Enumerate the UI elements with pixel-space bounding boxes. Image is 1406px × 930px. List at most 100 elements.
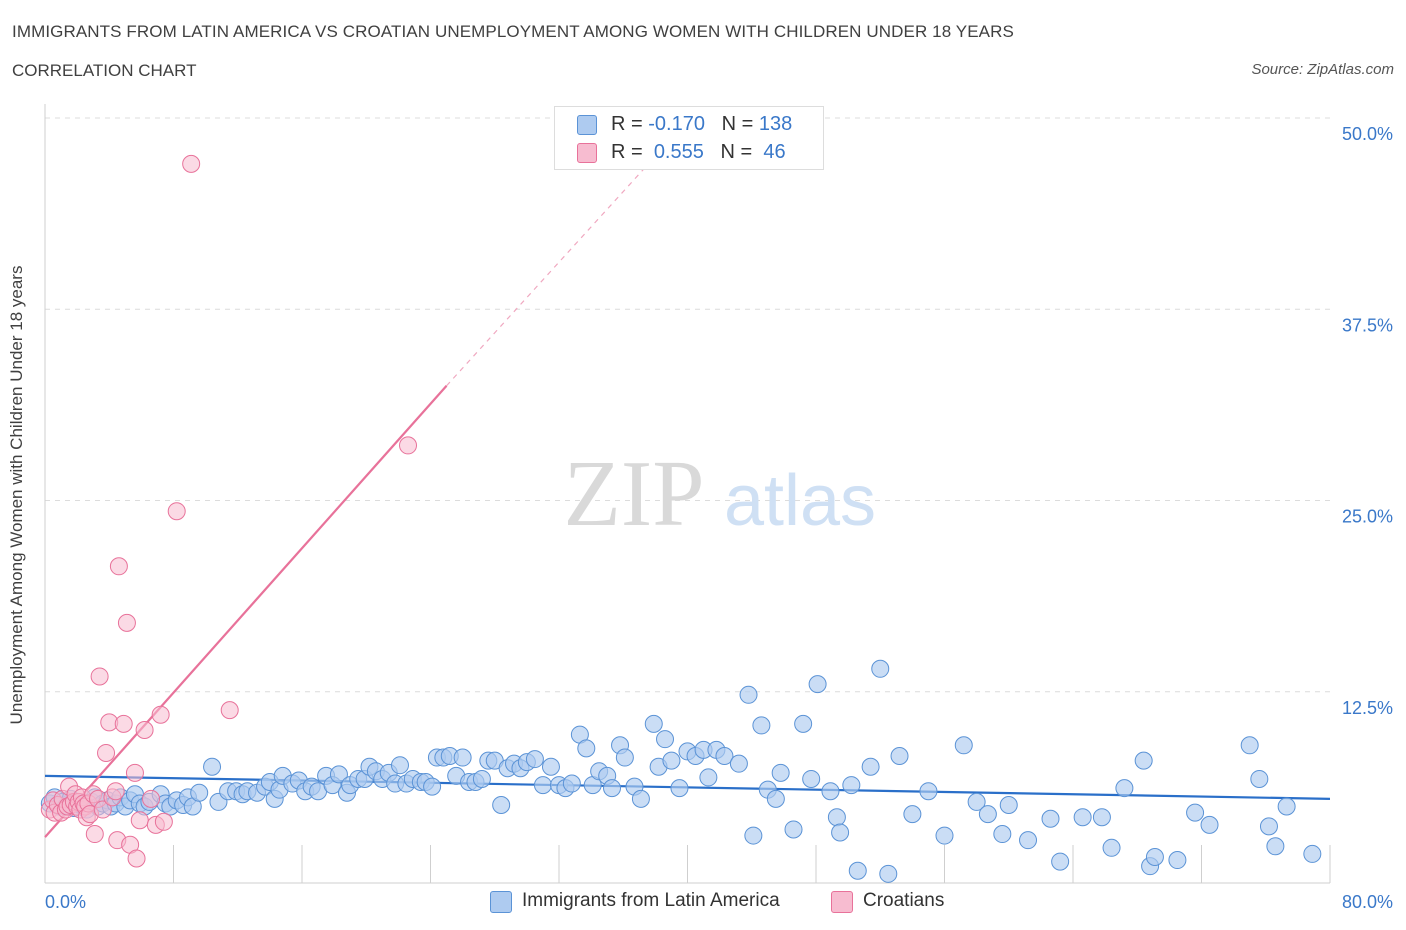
point-latin-america-86 [541, 757, 560, 776]
point-croatians-35 [125, 763, 144, 782]
point-latin-america-111 [729, 754, 748, 773]
point-latin-america-141 [1051, 852, 1070, 871]
point-latin-america-85 [533, 776, 552, 795]
trend-line-croatians-extension [446, 155, 656, 387]
tick-labels: 12.5% 25.0% 37.5% 50.0% 0.0% 80.0% [45, 124, 1393, 912]
chart-title: IMMIGRANTS FROM LATIN AMERICA VS CROATIA… [12, 22, 1014, 41]
point-croatians-38 [135, 721, 154, 739]
point-latin-america-137 [993, 825, 1012, 844]
point-latin-america-117 [771, 763, 790, 782]
point-croatians-43 [167, 502, 186, 521]
point-croatians-46 [399, 436, 418, 455]
point-latin-america-156 [1277, 797, 1296, 816]
point-latin-america-123 [827, 808, 846, 827]
point-latin-america-138 [999, 795, 1018, 814]
trend-line-croatians [44, 385, 448, 838]
point-latin-america-139 [1019, 831, 1038, 850]
point-croatians-26 [97, 743, 116, 762]
point-latin-america-103 [662, 751, 681, 770]
series-latin-america [40, 659, 1322, 883]
point-croatians-31 [109, 557, 128, 576]
point-croatians-37 [130, 811, 149, 830]
point-latin-america-73 [453, 748, 472, 767]
legend-n-label: N = [721, 113, 754, 135]
point-latin-america-118 [784, 820, 803, 839]
point-latin-america-146 [1134, 751, 1153, 770]
point-latin-america-76 [472, 769, 491, 788]
bottom-legend-swatch-pink [831, 891, 853, 913]
point-latin-america-135 [967, 792, 986, 811]
point-latin-america-104 [670, 779, 689, 798]
watermark: ZIP atlas [564, 442, 877, 546]
point-latin-america-34 [203, 757, 222, 776]
axes [44, 104, 1331, 884]
legend-n-label: N = [720, 141, 753, 163]
point-croatians-24 [90, 667, 109, 686]
point-latin-america-79 [492, 795, 511, 814]
point-croatians-41 [151, 705, 170, 724]
point-latin-america-126 [848, 861, 867, 880]
point-latin-america-124 [831, 823, 850, 842]
point-croatians-29 [106, 782, 125, 801]
point-latin-america-154 [1259, 817, 1278, 836]
correlation-legend: R = -0.170 N = 138 R = 0.555 N = 46 [554, 106, 824, 170]
point-latin-america-128 [871, 659, 890, 678]
point-latin-america-89 [562, 774, 581, 793]
point-croatians-22 [85, 825, 104, 844]
y-tick-label-3: 50.0% [1342, 124, 1393, 144]
point-latin-america-97 [615, 748, 634, 767]
point-latin-america-145 [1115, 779, 1134, 798]
point-latin-america-133 [935, 826, 954, 845]
x-tick-label-max: 80.0% [1342, 892, 1393, 912]
point-latin-america-149 [1168, 851, 1187, 870]
point-latin-america-144 [1102, 838, 1121, 857]
watermark-atlas: atlas [724, 461, 876, 541]
legend-swatch-pink [577, 143, 597, 163]
point-latin-america-100 [644, 714, 663, 733]
point-latin-america-33 [190, 783, 209, 802]
source-note: Source: ZipAtlas.com [1251, 61, 1394, 78]
point-latin-america-116 [766, 789, 785, 808]
y-axis-label: Unemployment Among Women with Children U… [7, 265, 26, 725]
series-croatians [40, 154, 418, 868]
chart-subtitle: CORRELATION CHART [12, 61, 197, 80]
bottom-legend-swatch-blue [490, 891, 512, 913]
point-croatians-42 [154, 812, 173, 831]
point-croatians-33 [117, 613, 136, 632]
point-latin-america-120 [802, 769, 821, 788]
point-latin-america-119 [794, 714, 813, 733]
point-latin-america-68 [423, 777, 442, 796]
x-tick-label-min: 0.0% [45, 892, 86, 912]
point-latin-america-121 [808, 675, 827, 694]
point-latin-america-130 [890, 747, 909, 766]
point-latin-america-143 [1092, 808, 1111, 827]
point-latin-america-140 [1041, 809, 1060, 828]
watermark-zip: ZIP [564, 442, 705, 546]
point-latin-america-53 [329, 765, 348, 784]
bottom-legend-label-blue: Immigrants from Latin America [522, 890, 780, 911]
point-latin-america-155 [1266, 837, 1285, 856]
point-latin-america-153 [1250, 769, 1269, 788]
point-latin-america-95 [603, 779, 622, 798]
point-latin-america-157 [1303, 844, 1322, 863]
point-croatians-36 [127, 849, 146, 868]
bottom-legend-label-pink: Croatians [863, 890, 945, 911]
point-latin-america-132 [919, 782, 938, 801]
legend-n-value: 46 [763, 141, 786, 163]
point-croatians-25 [93, 800, 112, 819]
point-croatians-39 [142, 789, 161, 808]
point-croatians-44 [182, 154, 201, 173]
y-tick-label-1: 25.0% [1342, 507, 1393, 527]
point-latin-america-131 [903, 805, 922, 824]
point-latin-america-99 [631, 789, 650, 808]
legend-text-pink: R = 0.555 N = 46 [611, 141, 786, 164]
point-latin-america-134 [954, 736, 973, 755]
point-latin-america-125 [842, 776, 861, 795]
point-latin-america-136 [978, 805, 997, 824]
legend-r-label: R = [611, 113, 643, 135]
point-croatians-45 [220, 701, 239, 720]
legend-r-value: -0.170 [648, 113, 705, 135]
point-latin-america-152 [1240, 736, 1259, 755]
point-latin-america-127 [861, 757, 880, 776]
point-croatians-32 [114, 714, 133, 733]
